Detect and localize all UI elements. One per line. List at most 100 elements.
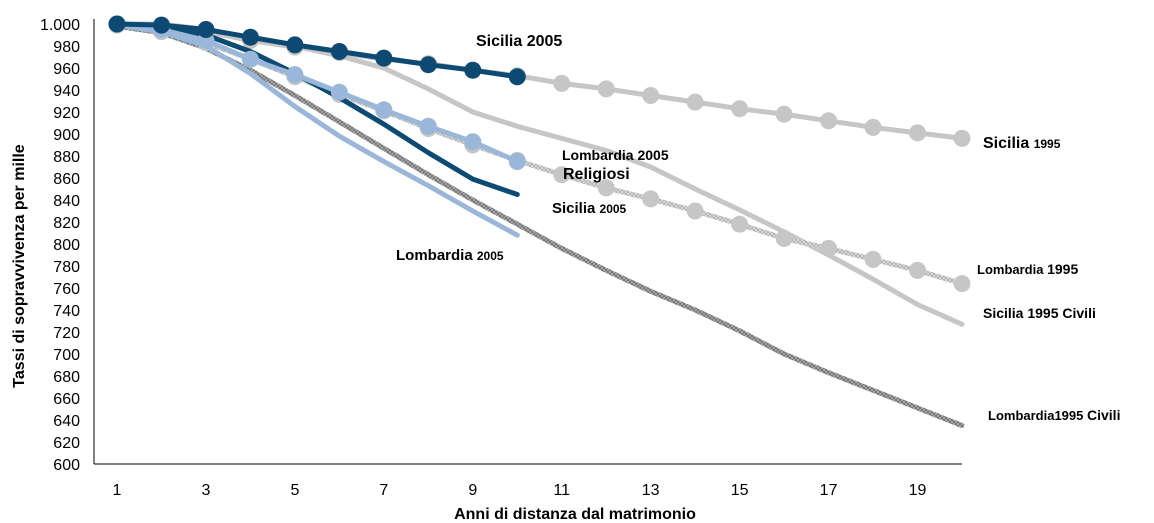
y-tick-label: 600 — [53, 457, 80, 474]
annotation-sicilia-2005-mid-small: 2005 — [600, 202, 627, 216]
annotation-sicilia-1995-civili-main: Sicilia — [983, 305, 1024, 321]
y-tick-label: 920 — [53, 105, 80, 122]
data-point — [241, 28, 259, 46]
y-tick-label: 800 — [53, 237, 80, 254]
series-layer — [108, 15, 971, 428]
annotation-lombardia-2005-religiosi: Lombardia 2005 — [562, 147, 669, 163]
data-point — [820, 239, 838, 257]
annotation-sicilia-1995-civili-small: 1995 Civili — [1027, 305, 1096, 321]
data-point — [864, 118, 882, 136]
axes — [93, 19, 962, 465]
annotation-lombardia-1995-civili-small: Civili — [1087, 407, 1120, 423]
data-point — [731, 100, 749, 118]
y-tick-label: 700 — [53, 347, 80, 364]
data-point — [820, 112, 838, 130]
data-point — [775, 230, 793, 247]
y-tick-label: 720 — [53, 325, 80, 342]
data-point — [286, 36, 304, 54]
x-tick-label: 9 — [468, 482, 477, 499]
y-tick-label: 960 — [53, 61, 80, 78]
annotation-lombardia-2005-main: Lombardia — [396, 247, 473, 264]
annotation-sicilia-1995: Sicilia 1995 — [983, 135, 1061, 152]
y-tick-label: 680 — [53, 369, 80, 386]
data-point — [642, 87, 660, 104]
data-point — [642, 190, 660, 208]
data-point — [686, 93, 704, 111]
x-tick-label: 19 — [909, 482, 927, 499]
data-point — [375, 101, 393, 119]
data-point — [508, 68, 526, 86]
data-point — [197, 21, 215, 38]
annotation-lombardia-1995-civili: Lombardia1995 Civili — [988, 407, 1120, 423]
x-axis-title: Anni di distanza dal matrimonio — [454, 506, 696, 523]
annotation-sicilia-1995-small: 1995 — [1034, 137, 1061, 151]
y-tick-label: 980 — [53, 39, 80, 56]
y-tick-label: 760 — [53, 281, 80, 298]
x-tick-label: 1 — [113, 482, 122, 499]
y-tick-label: 840 — [53, 193, 80, 210]
annotation-sicilia-1995-civili: Sicilia 1995 Civili — [983, 305, 1096, 321]
data-point — [330, 43, 348, 60]
x-tick-label: 15 — [731, 482, 749, 499]
y-tick-label: 880 — [53, 149, 80, 166]
data-point — [241, 50, 259, 68]
y-axis-title: Tassi di sopravvivenza per mille — [11, 144, 28, 387]
annotation-sicilia-2005-top: Sicilia 2005 — [476, 33, 562, 50]
data-point — [731, 215, 749, 233]
data-point — [597, 80, 615, 98]
data-point — [953, 275, 971, 293]
y-tick-label: 900 — [53, 127, 80, 144]
annotation-lombardia-1995-civili-main: Lombardia1995 — [988, 408, 1083, 423]
annotation-lombardia-1995: Lombardia 1995 — [977, 261, 1078, 277]
annotation-sicilia-1995-main: Sicilia — [983, 135, 1029, 152]
y-tick-label: 640 — [53, 413, 80, 430]
x-tick-label: 5 — [290, 482, 299, 499]
y-tick-label: 660 — [53, 391, 80, 408]
data-point — [909, 124, 927, 142]
data-point — [775, 105, 793, 123]
series-lombardia-1995 — [108, 16, 971, 293]
x-tick-label: 13 — [642, 482, 660, 499]
series-lombardia-1995-civili — [114, 23, 965, 428]
annotation-sicilia-2005-mid-main: Sicilia — [552, 200, 596, 217]
y-tick-label: 1.000 — [40, 17, 80, 34]
data-point — [152, 16, 170, 34]
data-point — [553, 166, 571, 184]
annotation-religiosi: Religiosi — [563, 166, 630, 183]
data-point — [464, 61, 482, 79]
y-tick-label: 740 — [53, 303, 80, 320]
data-point — [464, 133, 482, 151]
data-point — [286, 66, 304, 84]
data-point — [953, 129, 971, 147]
annotation-lombardia-1995-main: Lombardia — [977, 262, 1044, 277]
data-point — [330, 83, 348, 101]
data-point — [553, 74, 571, 92]
y-tick-label: 940 — [53, 83, 80, 100]
series-sicilia-2005-religiosi — [108, 15, 526, 86]
x-tick-label: 3 — [201, 482, 210, 499]
data-point — [597, 179, 615, 197]
data-point — [419, 117, 437, 135]
series-line — [114, 23, 965, 428]
series-line — [114, 22, 520, 238]
data-point — [108, 15, 126, 33]
x-tick-label: 17 — [820, 482, 838, 499]
series-line — [114, 21, 520, 164]
annotation-lombardia-2005: Lombardia 2005 — [396, 247, 504, 264]
y-tick-labels: 600 620 640 660 680 700 720 740 760 780 800 820 840 8… — [40, 17, 80, 474]
y-tick-label: 620 — [53, 435, 80, 452]
y-tick-label: 780 — [53, 259, 80, 276]
annotation-lombardia-2005-small: 2005 — [477, 249, 504, 263]
series-line — [114, 21, 520, 80]
annotation-lombardia-1995-small: 1995 — [1047, 261, 1078, 277]
data-point — [686, 202, 704, 220]
x-tick-label: 7 — [379, 482, 388, 499]
y-tick-label: 820 — [53, 215, 80, 232]
data-point — [508, 153, 526, 170]
annotation-sicilia-2005-mid: Sicilia 2005 — [552, 200, 627, 217]
data-point — [909, 261, 927, 279]
data-point — [419, 56, 437, 74]
data-point — [375, 49, 393, 67]
data-point — [864, 250, 882, 268]
